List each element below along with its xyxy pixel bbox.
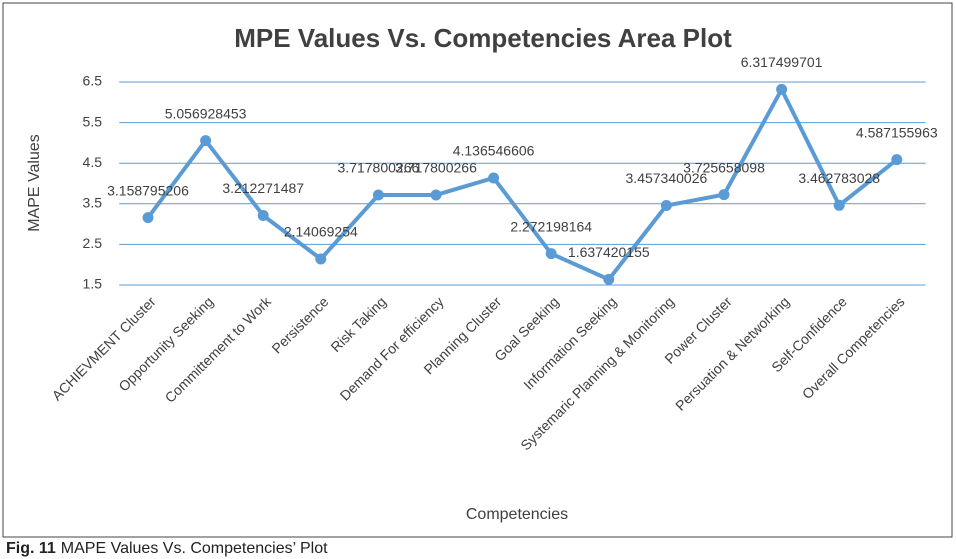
point — [315, 253, 327, 265]
y-tick-label: 1.5 — [83, 276, 103, 292]
point — [430, 189, 442, 201]
point — [776, 83, 788, 95]
data-label: 4.587155963 — [856, 124, 938, 140]
data-label: 3.462783028 — [798, 170, 880, 186]
x-tick-label: Risk Taking — [327, 293, 389, 355]
chart-title: MPE Values Vs. Competencies Area Plot — [234, 23, 732, 53]
point — [833, 199, 845, 211]
data-label: 1.637420155 — [568, 244, 650, 260]
point — [142, 212, 154, 224]
data-label: 6.317499701 — [741, 54, 823, 70]
point — [257, 209, 269, 221]
point — [603, 273, 615, 285]
y-axis-label: MAPE Values — [26, 134, 43, 232]
point — [488, 172, 500, 184]
data-label: 3.717800266 — [338, 160, 420, 176]
data-label: 3.158795206 — [107, 182, 189, 198]
point — [372, 189, 384, 201]
data-label: 5.056928453 — [165, 105, 247, 121]
data-label: 3.457340026 — [626, 170, 708, 186]
point — [891, 154, 903, 166]
data-label: 2.272198164 — [510, 218, 592, 234]
data-label: 3.725658098 — [683, 159, 765, 175]
x-tick-label: Committement to Work — [162, 293, 275, 406]
point — [545, 248, 557, 260]
chart-border — [2, 2, 953, 538]
data-label: 3.212271487 — [222, 180, 304, 196]
y-tick-label: 2.5 — [83, 235, 103, 251]
data-label: 4.136546606 — [453, 143, 535, 159]
point — [660, 200, 672, 212]
caption-label: Fig. 11 — [6, 540, 56, 557]
x-tick-label: Demand For efficiency — [337, 293, 447, 403]
point — [718, 189, 730, 201]
x-tick-label: Persistence — [268, 293, 331, 356]
data-label: 2.14069254 — [284, 224, 358, 240]
y-tick-label: 4.5 — [83, 154, 103, 170]
y-tick-label: 5.5 — [83, 113, 103, 129]
y-tick-label: 6.5 — [83, 73, 103, 89]
line — [146, 87, 899, 282]
x-tick-label: Persuation & Networking — [672, 293, 792, 413]
x-tick-label: ACHIEVMENT Cluster — [49, 293, 159, 403]
x-tick-label: Overall Competencies — [799, 293, 908, 402]
point — [200, 135, 212, 147]
data-label: 3.717800266 — [395, 160, 477, 176]
x-axis-label: Competencies — [466, 506, 568, 523]
x-tick-label: Opportunity Seeking — [115, 293, 216, 394]
y-tick-label: 3.5 — [83, 195, 103, 211]
caption: Fig. 11 MAPE Values Vs. Competencies’ Plo… — [6, 540, 328, 557]
caption-text: MAPE Values Vs. Competencies’ Plot — [61, 540, 328, 557]
